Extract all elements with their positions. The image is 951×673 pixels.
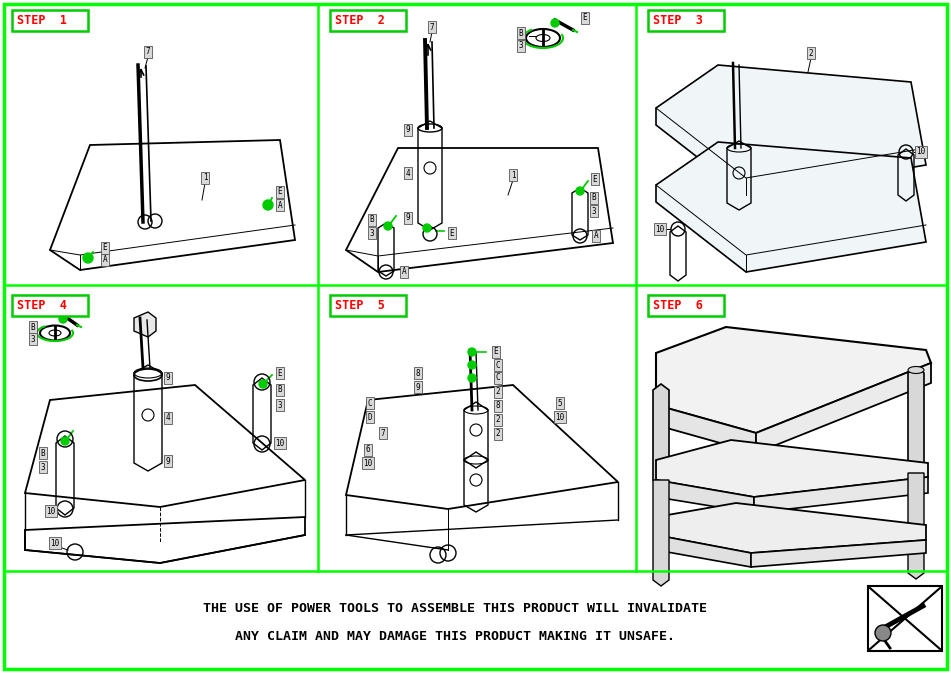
Text: STEP  5: STEP 5 [335, 299, 385, 312]
Text: C: C [368, 398, 372, 407]
Text: 2: 2 [808, 48, 813, 57]
Text: A: A [401, 267, 406, 277]
Circle shape [263, 200, 273, 210]
Text: 4: 4 [406, 168, 410, 178]
Text: 3: 3 [278, 400, 282, 409]
Text: 7: 7 [430, 22, 435, 32]
Text: 10: 10 [276, 439, 284, 448]
Text: 10: 10 [50, 538, 60, 548]
Text: STEP  1: STEP 1 [17, 14, 67, 27]
Text: STEP  3: STEP 3 [653, 14, 703, 27]
Circle shape [259, 380, 267, 388]
Circle shape [468, 374, 476, 382]
Text: 8: 8 [416, 369, 420, 378]
Text: 10: 10 [655, 225, 665, 234]
Text: 3: 3 [518, 42, 523, 50]
Text: 3: 3 [370, 229, 375, 238]
Text: C: C [495, 361, 500, 369]
Text: E: E [592, 174, 597, 184]
Text: 2: 2 [495, 415, 500, 425]
Text: E: E [278, 369, 282, 378]
Ellipse shape [908, 367, 924, 374]
Polygon shape [656, 480, 754, 513]
Circle shape [61, 437, 69, 445]
Polygon shape [656, 535, 751, 567]
Text: 10: 10 [363, 458, 373, 468]
Text: 10: 10 [555, 413, 565, 421]
Text: 3: 3 [41, 462, 46, 472]
FancyBboxPatch shape [648, 10, 724, 31]
Text: B: B [518, 28, 523, 38]
Polygon shape [756, 363, 931, 453]
Text: 3: 3 [592, 207, 596, 215]
Circle shape [384, 222, 392, 230]
Text: 5: 5 [557, 398, 562, 407]
Text: 7: 7 [380, 429, 385, 437]
Text: B: B [278, 386, 282, 394]
Text: B: B [41, 448, 46, 458]
Polygon shape [656, 503, 926, 553]
Text: 2: 2 [495, 388, 500, 396]
Text: C: C [495, 374, 500, 382]
Circle shape [59, 315, 67, 323]
Text: B: B [592, 194, 596, 203]
Polygon shape [751, 540, 926, 567]
Text: 1: 1 [203, 174, 207, 182]
Polygon shape [656, 440, 928, 497]
Text: 9: 9 [165, 456, 170, 466]
Text: 6: 6 [366, 446, 370, 454]
Text: 9: 9 [416, 382, 420, 392]
Text: 1: 1 [511, 170, 515, 180]
Polygon shape [653, 384, 669, 486]
FancyBboxPatch shape [12, 10, 88, 31]
FancyBboxPatch shape [330, 295, 406, 316]
Text: E: E [450, 229, 455, 238]
Circle shape [576, 187, 584, 195]
FancyBboxPatch shape [12, 295, 88, 316]
Text: 7: 7 [146, 48, 150, 57]
Text: ANY CLAIM AND MAY DAMAGE THIS PRODUCT MAKING IT UNSAFE.: ANY CLAIM AND MAY DAMAGE THIS PRODUCT MA… [235, 629, 675, 643]
Text: 10: 10 [917, 147, 925, 157]
Text: 10: 10 [47, 507, 55, 516]
Text: B: B [30, 322, 35, 332]
Text: A: A [593, 232, 598, 240]
Circle shape [551, 19, 559, 27]
Circle shape [468, 361, 476, 369]
Circle shape [423, 224, 431, 232]
Text: E: E [278, 188, 282, 197]
Text: A: A [278, 201, 282, 209]
Polygon shape [908, 367, 924, 479]
FancyBboxPatch shape [648, 295, 724, 316]
Text: 3: 3 [30, 334, 35, 343]
Polygon shape [656, 142, 926, 272]
Text: E: E [583, 13, 588, 22]
Text: STEP  2: STEP 2 [335, 14, 385, 27]
Text: 2: 2 [495, 429, 500, 439]
Text: 8: 8 [495, 402, 500, 411]
Circle shape [468, 348, 476, 356]
Polygon shape [908, 473, 924, 579]
Polygon shape [656, 65, 926, 195]
Polygon shape [656, 405, 756, 453]
Polygon shape [134, 312, 156, 337]
Text: 9: 9 [406, 125, 410, 135]
Circle shape [83, 253, 93, 263]
Text: STEP  6: STEP 6 [653, 299, 703, 312]
Text: A: A [103, 256, 107, 264]
Circle shape [875, 625, 891, 641]
Text: E: E [103, 244, 107, 252]
Text: 9: 9 [165, 374, 170, 382]
Text: E: E [494, 347, 498, 357]
Text: 4: 4 [165, 413, 170, 423]
Text: 9: 9 [406, 213, 410, 223]
Text: D: D [368, 413, 372, 421]
Text: STEP  4: STEP 4 [17, 299, 67, 312]
FancyBboxPatch shape [330, 10, 406, 31]
Text: THE USE OF POWER TOOLS TO ASSEMBLE THIS PRODUCT WILL INVALIDATE: THE USE OF POWER TOOLS TO ASSEMBLE THIS … [203, 602, 707, 616]
Polygon shape [754, 477, 928, 513]
Text: B: B [370, 215, 375, 225]
Polygon shape [653, 480, 669, 586]
Polygon shape [656, 327, 931, 433]
